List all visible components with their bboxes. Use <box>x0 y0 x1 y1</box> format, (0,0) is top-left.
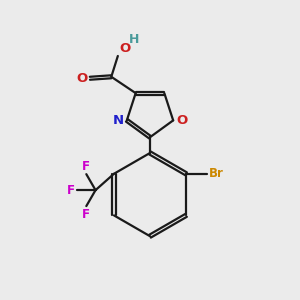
Text: H: H <box>129 33 140 46</box>
Text: O: O <box>176 114 188 127</box>
Text: O: O <box>119 42 130 56</box>
Text: N: N <box>113 114 124 127</box>
Text: F: F <box>82 208 90 220</box>
Text: F: F <box>67 184 75 196</box>
Text: O: O <box>76 72 88 85</box>
Text: Br: Br <box>208 167 224 180</box>
Text: F: F <box>82 160 90 173</box>
